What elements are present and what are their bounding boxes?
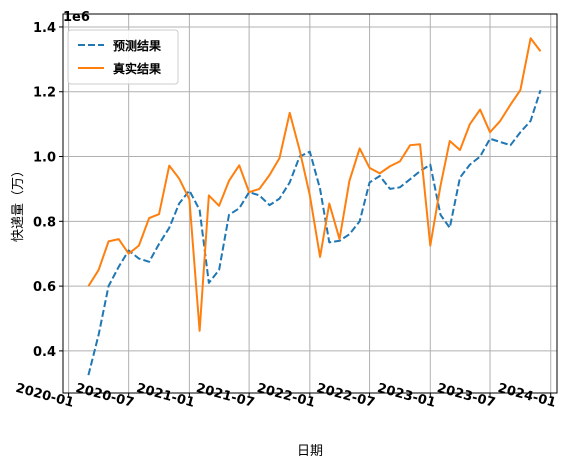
grid-lines	[63, 14, 557, 393]
legend-label-actual: 真实结果	[113, 61, 161, 76]
series-layer	[87, 37, 542, 376]
y-tick-label: 1.0	[33, 151, 56, 166]
series-line-predicted	[87, 89, 542, 376]
legend: 预测结果 真实结果	[67, 29, 179, 85]
y-tick-label: 0.6	[33, 280, 56, 295]
y-axis-title: 快递量（万）	[11, 164, 26, 242]
legend-label-predicted: 预测结果	[113, 38, 161, 53]
y-tick-label: 1.4	[33, 21, 56, 36]
legend-box	[67, 29, 179, 85]
y-axis: 0.4 0.6 0.8 1.0 1.2 1.4	[33, 21, 63, 360]
y-offset-label: 1e6	[63, 10, 90, 25]
y-tick-label: 0.4	[33, 345, 56, 360]
x-axis-title: 日期	[297, 444, 323, 459]
y-tick-label: 1.2	[33, 86, 56, 101]
y-tick-label: 0.8	[33, 215, 56, 230]
series-line-actual	[87, 37, 542, 332]
